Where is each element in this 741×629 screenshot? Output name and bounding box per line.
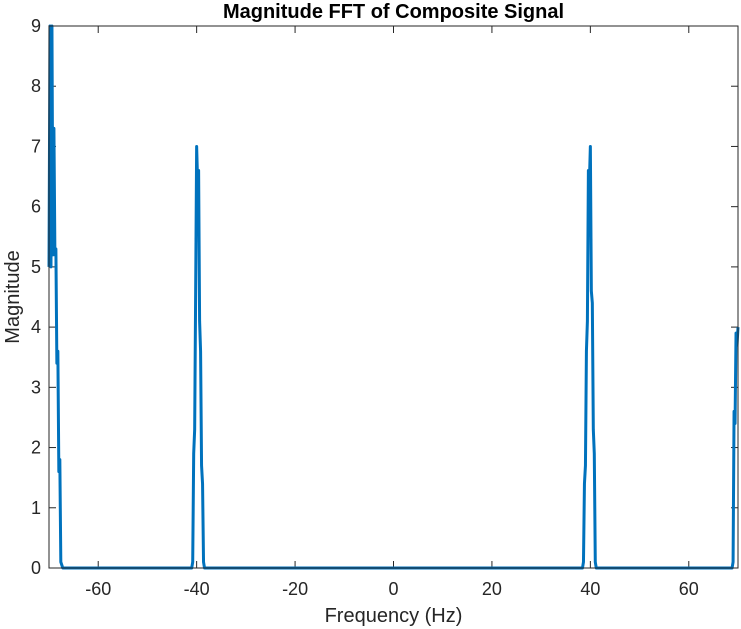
x-tick-label: 40 [580,579,600,599]
y-axis-label: Magnitude [2,250,24,343]
plot-area [49,26,738,568]
series-group [47,24,740,570]
y-tick-label: 9 [31,16,41,36]
chart-title: Magnitude FFT of Composite Signal [223,1,564,23]
x-axis-label: Frequency (Hz) [325,605,463,627]
x-tick-label: -40 [184,579,210,599]
axes-box [48,25,739,569]
y-tick-label: 4 [31,317,41,337]
axis-ticks: -60 -40 -20 0 20 40 60 0 1 2 3 4 5 6 7 8 9 [31,16,738,599]
series-line [47,24,740,570]
y-tick-label: 7 [31,136,41,156]
y-tick-label: 5 [31,257,41,277]
x-tick-label: -60 [85,579,111,599]
y-tick-label: 6 [31,197,41,217]
x-tick-label: -20 [282,579,308,599]
y-tick-label: 1 [31,498,41,518]
x-tick-label: 0 [388,579,398,599]
x-tick-label: 20 [482,579,502,599]
y-tick-label: 0 [31,558,41,578]
x-tick-label: 60 [679,579,699,599]
y-tick-label: 8 [31,76,41,96]
axes-frame [48,25,739,569]
y-tick-label: 2 [31,438,41,458]
y-tick-label: 3 [31,377,41,397]
